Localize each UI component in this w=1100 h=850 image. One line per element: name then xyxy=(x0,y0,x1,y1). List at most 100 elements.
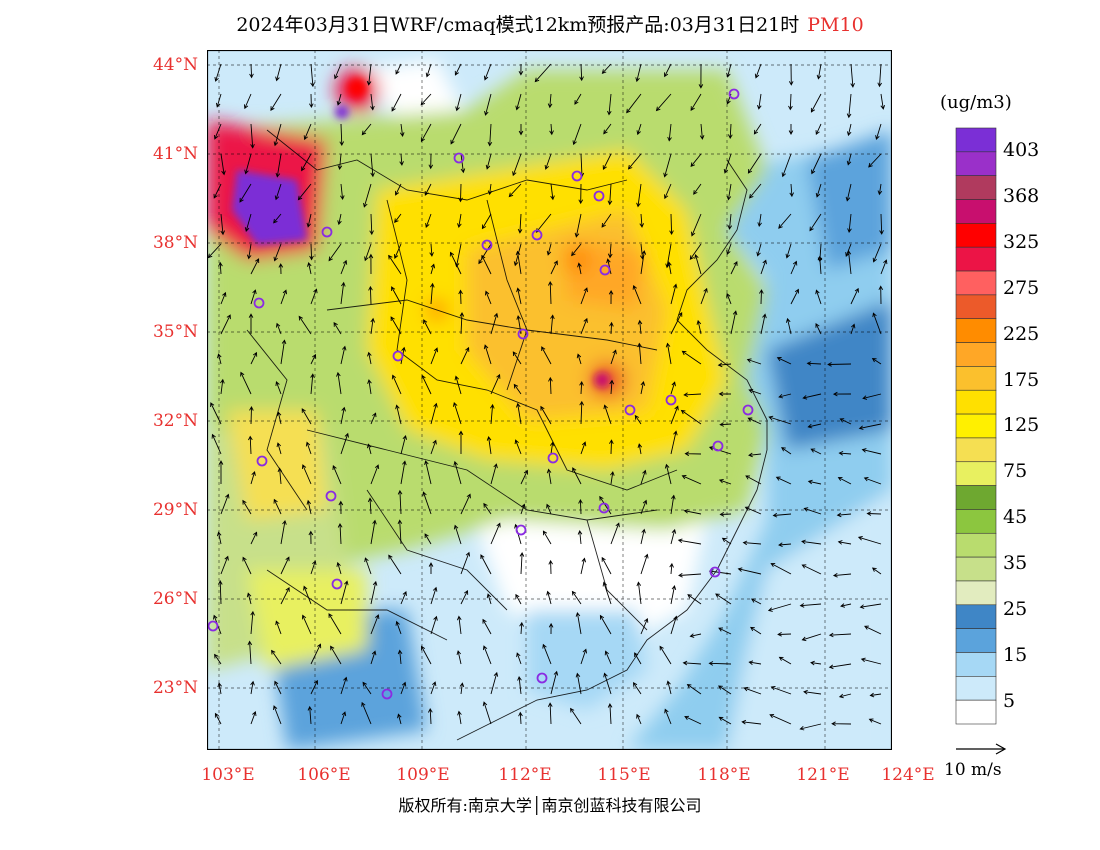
wind-arrow-icon xyxy=(575,611,582,635)
wind-arrow-icon xyxy=(781,153,792,178)
wind-arrow-icon xyxy=(242,499,252,515)
wind-arrow-icon xyxy=(480,554,492,575)
wind-arrow-icon xyxy=(799,603,822,608)
wind-arrow-icon xyxy=(340,345,347,365)
wind-arrow-icon xyxy=(775,476,792,485)
wind-arrow-icon xyxy=(210,402,222,425)
wind-arrow-icon xyxy=(610,522,620,545)
wind-arrow-icon xyxy=(368,285,373,305)
wind-arrow-icon xyxy=(640,553,649,575)
wind-arrow-icon xyxy=(580,287,588,305)
wind-arrow-icon xyxy=(640,380,646,395)
lon-label-118: 118°E xyxy=(697,765,751,785)
pm10-map xyxy=(207,50,892,750)
wind-arrow-icon xyxy=(518,124,524,136)
wind-arrow-icon xyxy=(310,63,315,88)
wind-arrow-icon xyxy=(458,183,463,203)
wind-arrow-icon xyxy=(571,243,582,257)
wind-arrow-icon xyxy=(770,562,792,575)
wind-arrow-icon xyxy=(681,475,702,485)
wind-arrow-icon xyxy=(430,263,436,275)
wind-arrow-icon xyxy=(664,463,672,485)
wind-arrow-icon xyxy=(715,593,732,605)
wind-arrow-icon xyxy=(546,468,552,485)
wind-arrow-icon xyxy=(655,93,672,112)
wind-arrow-icon xyxy=(388,254,402,275)
wind-arrow-icon xyxy=(362,681,372,695)
wind-arrow-icon xyxy=(397,489,403,515)
wind-arrow-icon xyxy=(273,243,282,262)
wind-arrow-icon xyxy=(217,682,222,695)
wind-arrow-icon xyxy=(240,371,252,395)
wind-arrow-icon xyxy=(243,93,252,110)
wind-arrow-icon xyxy=(580,317,588,335)
wind-arrow-icon xyxy=(815,289,822,305)
wind-arrow-icon xyxy=(453,460,462,485)
wind-arrow-icon xyxy=(483,344,492,365)
wind-arrow-icon xyxy=(579,380,584,395)
wind-arrow-icon xyxy=(603,404,612,425)
wind-arrow-icon xyxy=(340,580,349,605)
legend-swatch xyxy=(955,532,997,558)
legend-swatch xyxy=(955,437,997,463)
wind-arrow-icon xyxy=(301,153,312,172)
wind-arrow-icon xyxy=(708,661,732,666)
wind-reference-label: 10 m/s xyxy=(944,760,1002,780)
wind-arrow-icon xyxy=(747,417,762,425)
wind-arrow-icon xyxy=(700,287,708,305)
wind-arrow-icon xyxy=(743,686,762,695)
wind-arrow-icon xyxy=(338,500,344,515)
wind-arrow-icon xyxy=(785,317,792,335)
wind-arrow-icon xyxy=(571,590,582,605)
wind-arrow-icon xyxy=(367,497,373,515)
wind-arrow-icon xyxy=(790,260,798,275)
wind-arrow-icon xyxy=(422,491,432,515)
wind-arrow-icon xyxy=(684,451,702,457)
wind-arrow-icon xyxy=(395,63,402,75)
wind-arrow-icon xyxy=(333,322,342,335)
wind-arrow-icon xyxy=(394,183,402,196)
legend-label: 45 xyxy=(1003,506,1028,529)
wind-arrow-icon xyxy=(512,153,522,177)
wind-arrow-icon xyxy=(220,213,226,236)
wind-arrow-icon xyxy=(303,585,312,605)
wind-arrow-icon xyxy=(872,312,882,335)
wind-arrow-icon xyxy=(239,183,252,203)
wind-arrow-icon xyxy=(399,153,404,166)
wind-arrow-icon xyxy=(831,721,852,726)
wind-arrow-icon xyxy=(453,524,462,545)
wind-arrow-icon xyxy=(430,282,435,305)
wind-arrow-icon xyxy=(430,439,437,455)
legend-swatch xyxy=(955,580,997,606)
wind-arrow-icon xyxy=(428,153,434,170)
wind-arrow-icon xyxy=(846,249,852,275)
wind-arrow-icon xyxy=(696,319,702,335)
wind-arrow-icon xyxy=(690,93,702,111)
wind-arrow-icon xyxy=(748,660,762,665)
legend-unit: (ug/m3) xyxy=(940,92,1012,113)
wind-vectors xyxy=(207,63,888,731)
wind-arrow-icon xyxy=(397,649,403,665)
wind-arrow-icon xyxy=(875,123,882,140)
wind-arrow-icon xyxy=(449,251,462,275)
wind-arrow-icon xyxy=(640,617,649,635)
wind-arrow-icon xyxy=(481,254,492,275)
wind-arrow-icon xyxy=(636,713,642,725)
wind-arrow-icon xyxy=(273,213,282,224)
wind-arrow-icon xyxy=(723,153,732,174)
wind-arrow-icon xyxy=(518,711,523,725)
wind-arrow-icon xyxy=(693,183,702,195)
wind-arrow-icon xyxy=(487,183,493,196)
legend-swatch xyxy=(955,413,997,439)
legend-label: 403 xyxy=(1003,139,1040,161)
wind-arrow-icon xyxy=(690,153,702,168)
wind-arrow-icon xyxy=(640,528,646,545)
wind-arrow-icon xyxy=(394,213,402,224)
wind-arrow-icon xyxy=(424,183,432,196)
boundaries xyxy=(246,129,768,741)
wind-arrow-icon xyxy=(366,63,372,86)
lat-label-35: 35°N xyxy=(152,322,198,342)
wind-arrow-icon xyxy=(760,259,767,275)
wind-arrow-icon xyxy=(250,610,255,635)
wind-arrow-icon xyxy=(400,434,408,455)
